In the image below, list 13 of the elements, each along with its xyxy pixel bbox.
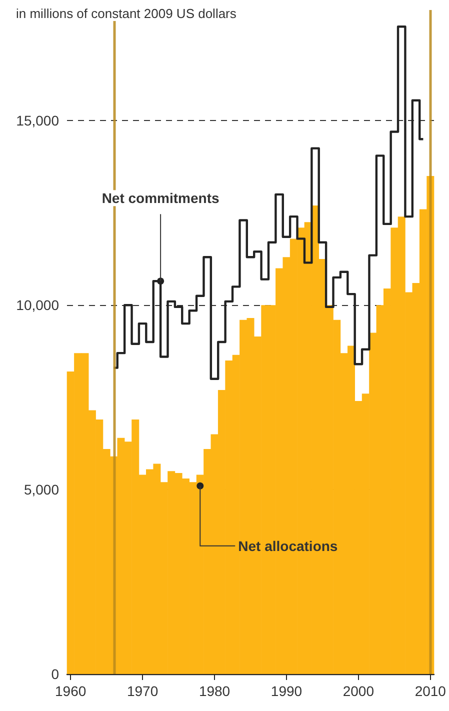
annotation: Net commitments — [102, 190, 220, 206]
y-tick-label: 0 — [51, 666, 60, 682]
y-axis-title: in millions of constant 2009 US dollars — [16, 6, 237, 21]
y-tick-label: 5,000 — [24, 482, 60, 498]
x-tick-label: 2000 — [342, 683, 374, 699]
x-tick-label: 1990 — [270, 683, 302, 699]
x-tick-label: 2010 — [414, 683, 446, 699]
y-tick-label: 10,000 — [16, 297, 60, 314]
y-tick-label: 15,000 — [16, 112, 60, 129]
x-tick-label: 1960 — [55, 683, 86, 699]
x-tick-label: 1970 — [126, 683, 158, 699]
x-tick-label: 1980 — [198, 683, 230, 699]
annotation: Net allocations — [238, 538, 338, 554]
